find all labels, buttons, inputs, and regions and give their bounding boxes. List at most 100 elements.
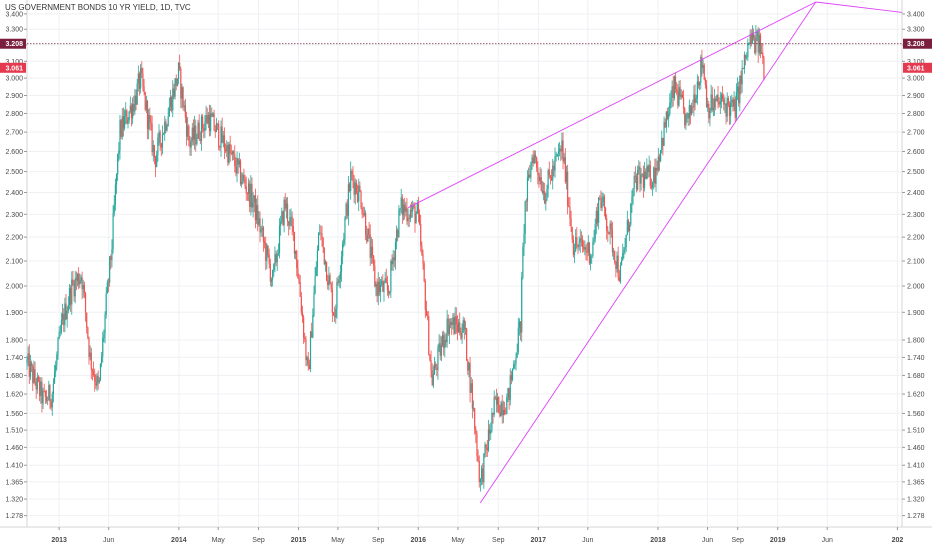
y-tick-label-right: 2.600 xyxy=(907,149,925,156)
candle-body xyxy=(384,278,386,283)
candle-body xyxy=(456,324,459,332)
candle-body xyxy=(748,43,750,45)
candle-body xyxy=(66,310,68,320)
candle-body xyxy=(620,260,623,266)
candle-body xyxy=(165,121,167,131)
candle-body xyxy=(173,88,175,97)
candle-body xyxy=(58,332,60,340)
candle-body xyxy=(218,123,220,147)
candle-body xyxy=(695,98,697,103)
candle-body xyxy=(206,115,208,124)
candle-body xyxy=(561,140,563,152)
candle-body xyxy=(373,255,375,266)
candle-body xyxy=(47,400,49,401)
candle-body xyxy=(516,352,518,358)
price-axis-right[interactable]: 3.4003.3003.2003.1003.0002.9002.8002.700… xyxy=(902,11,932,520)
candle-body xyxy=(671,85,673,98)
candle-body xyxy=(673,76,675,98)
candle-body xyxy=(480,468,483,479)
candle-body xyxy=(420,224,422,246)
candle-body xyxy=(567,171,569,206)
candle-body xyxy=(127,120,129,124)
candle-body xyxy=(149,114,151,122)
candle-body xyxy=(346,203,348,216)
y-tick-label-left: 1.365 xyxy=(5,479,23,486)
candle-body xyxy=(429,354,431,361)
candle-body xyxy=(189,140,191,148)
candle-body xyxy=(461,332,463,339)
candle-body xyxy=(751,32,754,44)
candle-body xyxy=(584,247,586,250)
candle-body xyxy=(352,173,354,182)
candle-body xyxy=(755,35,757,53)
candle-body xyxy=(57,339,59,355)
last-price-tag-bg xyxy=(903,62,932,73)
candle-body xyxy=(278,225,281,253)
candle-body xyxy=(633,175,635,189)
candle-body xyxy=(224,149,227,152)
x-tick-label: Jun xyxy=(582,537,593,544)
candle-body xyxy=(431,370,433,386)
candle-body xyxy=(460,332,462,339)
candle-body xyxy=(48,385,50,401)
candle-body xyxy=(90,352,92,370)
candle-body xyxy=(328,275,330,286)
candle-body xyxy=(72,279,74,283)
candle-body xyxy=(101,356,103,364)
candle-body xyxy=(725,104,727,117)
candle-body xyxy=(337,281,339,283)
candle-body xyxy=(222,135,224,143)
candle-body xyxy=(379,284,382,293)
candle-body xyxy=(117,153,119,175)
candle-body xyxy=(361,207,363,215)
candle-body xyxy=(78,274,80,285)
horizontal-line-price-tag-label: 3.208 xyxy=(5,41,23,48)
candle-body xyxy=(708,103,710,119)
candle-body xyxy=(724,104,726,105)
candle-body xyxy=(143,86,145,93)
candle-body xyxy=(296,250,298,269)
candle-body xyxy=(152,145,154,153)
candle-body xyxy=(540,177,542,191)
candle-body xyxy=(752,32,755,39)
y-tick-label-left: 1.510 xyxy=(5,428,23,435)
price-axis-left[interactable]: 3.4003.3003.2003.1003.0002.9002.8002.700… xyxy=(0,11,27,520)
candle-body xyxy=(242,174,244,182)
candle-body xyxy=(340,256,343,272)
candle-body xyxy=(491,412,493,431)
trendline xyxy=(407,1,816,209)
candle-body xyxy=(528,174,530,178)
candle-body xyxy=(609,223,611,235)
time-axis[interactable]: 2013 Jun 2014 May Sep 2015 May Sep 2016 May Sep 201… xyxy=(51,527,903,544)
candle-body xyxy=(199,139,201,141)
candle-body xyxy=(559,148,561,152)
candle-body xyxy=(448,325,451,335)
y-tick-label-left: 2.800 xyxy=(5,111,23,118)
candle-body xyxy=(162,133,165,135)
candle-body xyxy=(175,78,177,86)
y-tick-label-left: 2.200 xyxy=(5,235,23,242)
candle-body xyxy=(503,409,506,414)
candle-body xyxy=(490,430,492,434)
candle-body xyxy=(129,105,131,112)
candle-body xyxy=(89,352,91,357)
y-tick-label-right: 2.000 xyxy=(907,284,925,291)
y-tick-label-right: 2.200 xyxy=(907,235,925,242)
candle-body xyxy=(670,97,672,103)
candle-body xyxy=(63,313,65,326)
candle-body xyxy=(509,375,511,401)
candle-body xyxy=(180,68,182,99)
candle-body xyxy=(49,385,51,402)
candle-body xyxy=(686,113,688,114)
candle-body xyxy=(345,203,347,219)
candle-body xyxy=(82,284,84,290)
candle-body xyxy=(640,174,642,184)
candle-body xyxy=(424,281,426,310)
candle-body xyxy=(142,73,144,87)
candle-body xyxy=(137,73,139,84)
candle-body xyxy=(428,316,430,355)
y-tick-label-right: 2.300 xyxy=(907,212,925,219)
candle-body xyxy=(215,123,217,133)
candle-body xyxy=(314,275,316,294)
